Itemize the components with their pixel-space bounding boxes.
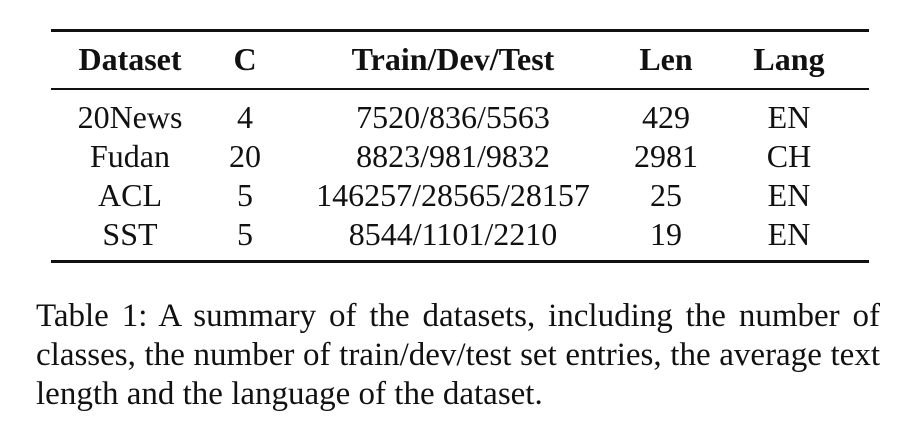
header-dataset: Dataset xyxy=(78,41,182,77)
cell-language: EN xyxy=(767,99,811,135)
cell-dataset: 20News xyxy=(77,99,183,135)
cell-dataset: Fudan xyxy=(90,138,170,174)
header-language: Lang xyxy=(753,41,825,77)
table-caption: Table 1: A summary of the datasets, incl… xyxy=(36,298,880,412)
table-top-rule xyxy=(51,29,869,32)
header-length: Len xyxy=(639,41,693,77)
cell-language: CH xyxy=(766,138,812,174)
cell-dataset: SST xyxy=(102,216,158,252)
header-train-dev-test: Train/Dev/Test xyxy=(351,41,555,77)
cell-language: EN xyxy=(767,216,811,252)
cell-dataset: ACL xyxy=(98,177,162,213)
cell-length: 25 xyxy=(650,177,682,213)
table-bottom-rule xyxy=(51,260,869,263)
cell-classes: 4 xyxy=(237,99,253,135)
cell-train-dev-test: 7520/836/5563 xyxy=(356,99,550,135)
table-header-rule xyxy=(51,88,869,90)
cell-classes: 5 xyxy=(237,177,253,213)
cell-length: 2981 xyxy=(634,138,698,174)
cell-train-dev-test: 8544/1101/2210 xyxy=(348,216,558,252)
cell-language: EN xyxy=(767,177,811,213)
cell-train-dev-test: 146257/28565/28157 xyxy=(316,177,590,213)
header-classes: C xyxy=(233,41,257,77)
cell-length: 19 xyxy=(650,216,682,252)
cell-train-dev-test: 8823/981/9832 xyxy=(356,138,550,174)
cell-length: 429 xyxy=(642,99,690,135)
cell-classes: 5 xyxy=(237,216,253,252)
cell-classes: 20 xyxy=(229,138,261,174)
